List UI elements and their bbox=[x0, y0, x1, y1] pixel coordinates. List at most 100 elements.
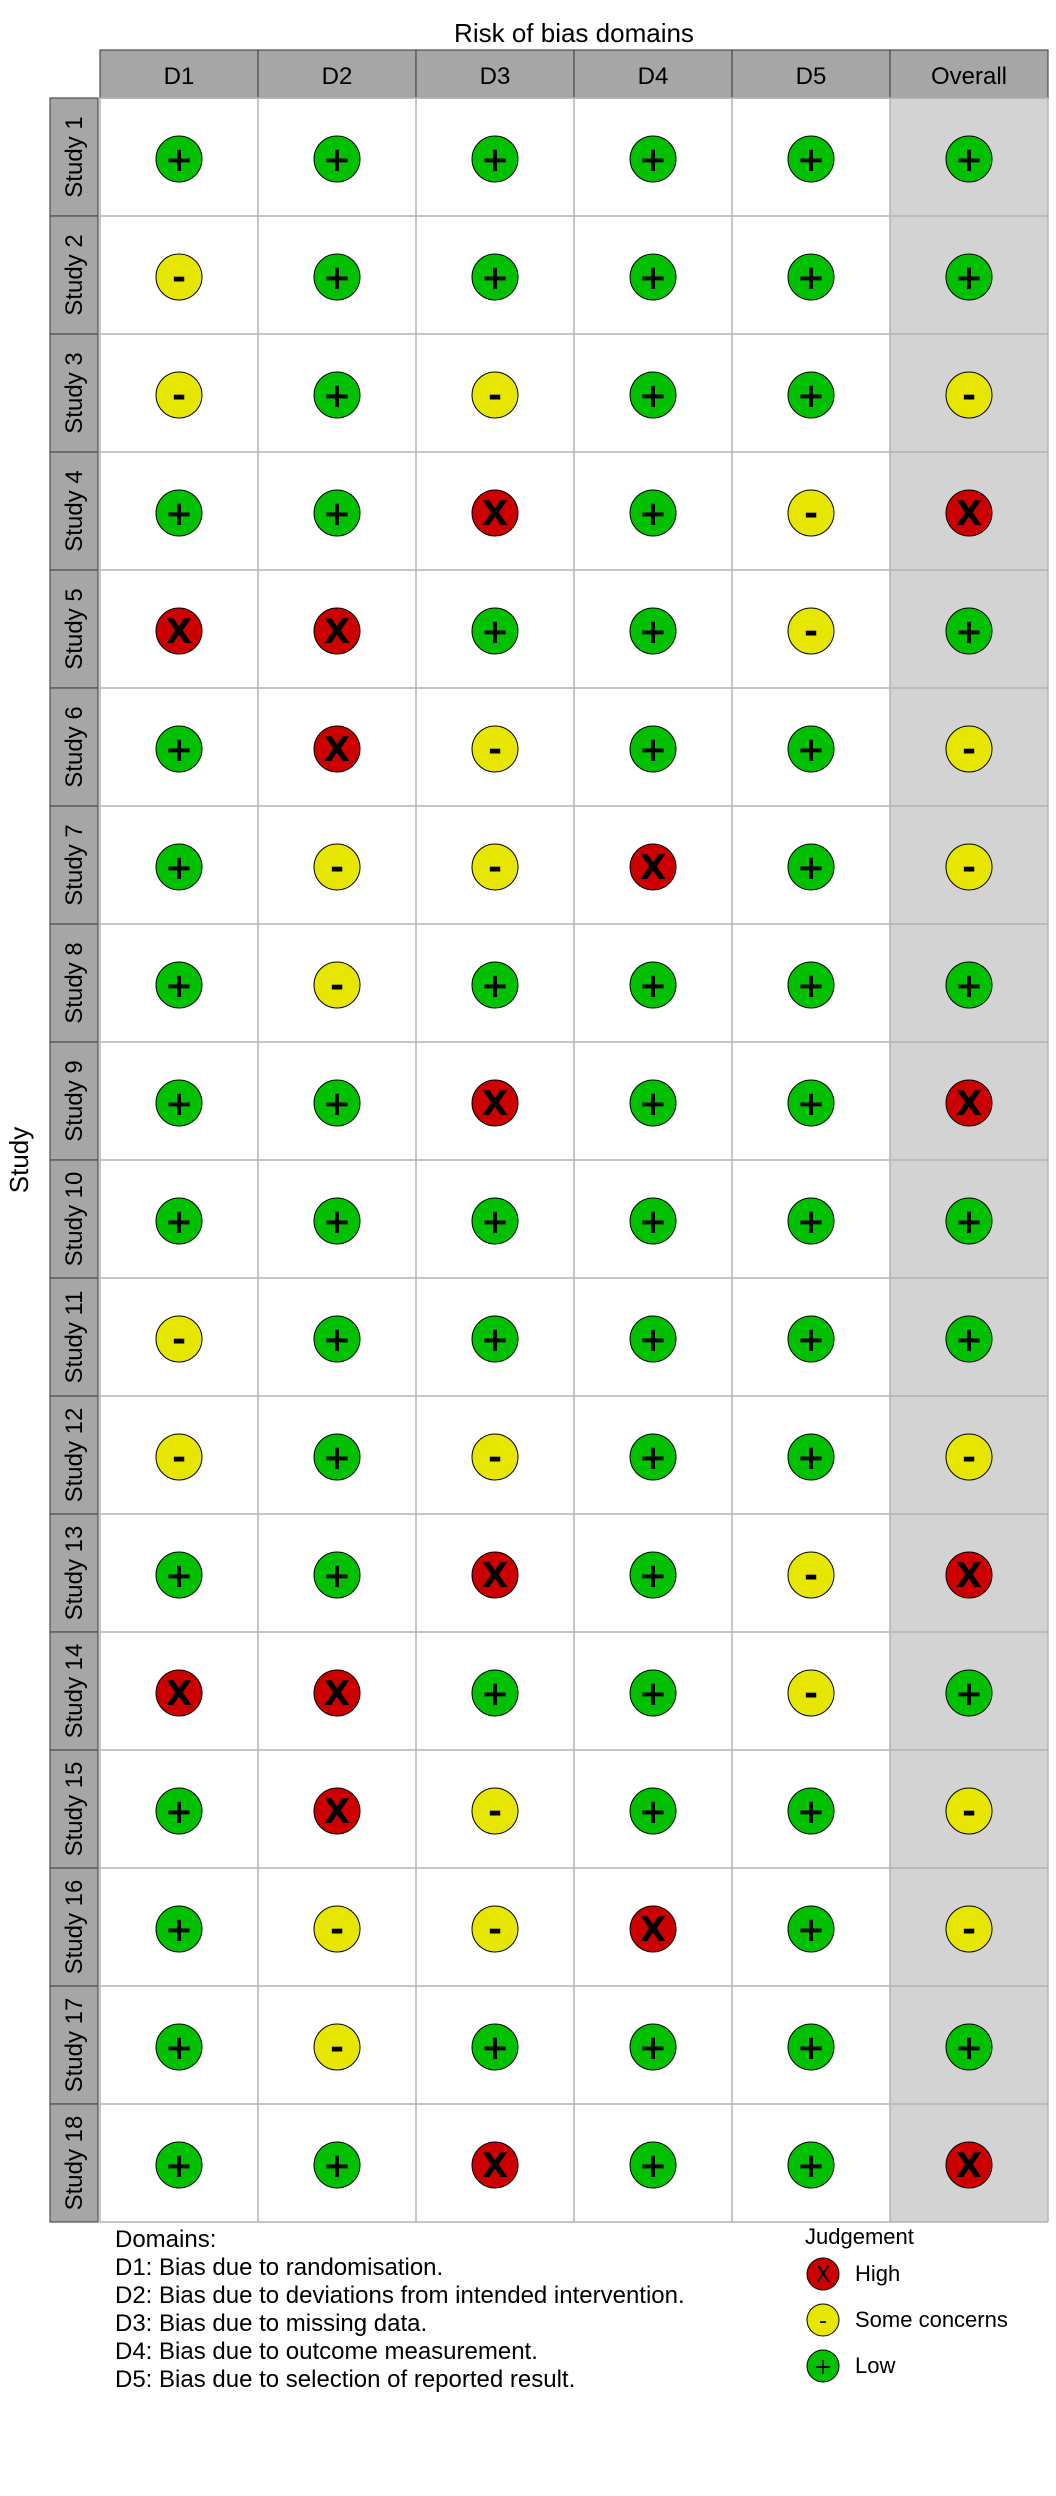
judgement-study-14-d3-circle bbox=[471, 1669, 519, 1717]
row-label-box-study-17 bbox=[49, 1985, 99, 2105]
judgement-study-1-d2-circle bbox=[313, 135, 361, 183]
judgement-study-4-d3-circle bbox=[471, 489, 519, 537]
judgement-study-14-d1-circle bbox=[155, 1669, 203, 1717]
judgement-study-9-d1-circle bbox=[155, 1079, 203, 1127]
judgement-study-5-d2-circle bbox=[313, 607, 361, 655]
row-label-box-study-13 bbox=[49, 1513, 99, 1633]
judgement-study-16-d4-symbol: X bbox=[640, 1910, 666, 1950]
judgement-study-12-d1-symbol: - bbox=[172, 1438, 186, 1478]
judgement-study-10-d4-symbol: + bbox=[639, 1202, 668, 1242]
judgement-study-9-d1-symbol: + bbox=[165, 1084, 194, 1124]
judgement-study-7-d3-circle bbox=[471, 843, 519, 891]
judgement-study-9-overall-circle bbox=[945, 1079, 993, 1127]
judgement-study-1-overall-circle bbox=[945, 135, 993, 183]
row-label-box-study-12 bbox=[49, 1395, 99, 1515]
judgement-study-15-d3-symbol: - bbox=[488, 1792, 502, 1832]
judgement-study-5-d1-circle bbox=[155, 607, 203, 655]
column-header-d1: D1 bbox=[164, 63, 195, 90]
judgement-legend-some-concerns: - Some concerns bbox=[805, 2300, 1008, 2340]
high-risk-icon: X bbox=[806, 2257, 840, 2291]
column-header-box-d1 bbox=[99, 49, 259, 99]
judgement-study-8-d2-circle bbox=[313, 961, 361, 1009]
judgement-study-5-d1-symbol: X bbox=[166, 612, 192, 652]
row-label-box-study-8 bbox=[49, 923, 99, 1043]
judgement-study-17-d5-symbol: + bbox=[797, 2028, 826, 2068]
judgement-study-15-d5-circle bbox=[787, 1787, 835, 1835]
judgement-study-10-d2-symbol: + bbox=[323, 1202, 352, 1242]
domain-legend-d1: D1: Bias due to randomisation. bbox=[115, 2254, 444, 2281]
judgement-study-4-d2-symbol: + bbox=[323, 494, 352, 534]
judgement-study-6-d5-symbol: + bbox=[797, 730, 826, 770]
judgement-study-8-d4-circle bbox=[629, 961, 677, 1009]
judgement-study-1-d1-symbol: + bbox=[165, 140, 194, 180]
judgement-study-18-d2-symbol: + bbox=[323, 2146, 352, 2186]
row-label-box-study-14 bbox=[49, 1631, 99, 1751]
judgement-study-9-d3-circle bbox=[471, 1079, 519, 1127]
row-label-box-study-10 bbox=[49, 1159, 99, 1279]
judgement-study-13-d4-symbol: + bbox=[639, 1556, 668, 1596]
judgement-study-11-overall-circle bbox=[945, 1315, 993, 1363]
judgement-study-10-overall-circle bbox=[945, 1197, 993, 1245]
judgement-study-7-d3-symbol: - bbox=[488, 848, 502, 888]
judgement-study-1-d5-circle bbox=[787, 135, 835, 183]
judgement-study-16-d5-circle bbox=[787, 1905, 835, 1953]
judgement-study-14-d2-circle bbox=[313, 1669, 361, 1717]
judgement-study-2-d2-symbol: + bbox=[323, 258, 352, 298]
judgement-study-18-overall-circle bbox=[945, 2141, 993, 2189]
row-label-study-4: Study 4 bbox=[61, 470, 88, 551]
domain-legend-title: Domains: bbox=[115, 2226, 217, 2253]
judgement-study-10-d2-circle bbox=[313, 1197, 361, 1245]
judgement-study-13-d3-circle bbox=[471, 1551, 519, 1599]
judgement-study-5-d4-symbol: + bbox=[639, 612, 668, 652]
judgement-study-17-d1-symbol: + bbox=[165, 2028, 194, 2068]
some-concerns-icon: - bbox=[806, 2303, 840, 2337]
judgement-study-5-d5-circle bbox=[787, 607, 835, 655]
judgement-study-5-d3-circle bbox=[471, 607, 519, 655]
judgement-study-10-d5-circle bbox=[787, 1197, 835, 1245]
row-label-study-10: Study 10 bbox=[61, 1172, 88, 1267]
judgement-study-16-d5-symbol: + bbox=[797, 1910, 826, 1950]
judgement-study-16-d1-symbol: + bbox=[165, 1910, 194, 1950]
judgement-study-3-d1-circle bbox=[155, 371, 203, 419]
column-header-d4: D4 bbox=[638, 63, 669, 90]
low-risk-icon: + bbox=[806, 2349, 840, 2383]
judgement-study-11-d2-circle bbox=[313, 1315, 361, 1363]
judgement-study-11-d5-symbol: + bbox=[797, 1320, 826, 1360]
judgement-study-1-d5-symbol: + bbox=[797, 140, 826, 180]
judgement-study-6-d3-circle bbox=[471, 725, 519, 773]
judgement-study-1-d4-circle bbox=[629, 135, 677, 183]
judgement-study-12-d4-symbol: + bbox=[639, 1438, 668, 1478]
judgement-study-8-d2-symbol: - bbox=[330, 966, 344, 1006]
judgement-study-18-d4-symbol: + bbox=[639, 2146, 668, 2186]
judgement-study-15-d1-symbol: + bbox=[165, 1792, 194, 1832]
judgement-study-6-d4-circle bbox=[629, 725, 677, 773]
judgement-study-10-d3-circle bbox=[471, 1197, 519, 1245]
judgement-study-10-d1-symbol: + bbox=[165, 1202, 194, 1242]
judgement-study-13-d2-circle bbox=[313, 1551, 361, 1599]
judgement-study-3-d4-symbol: + bbox=[639, 376, 668, 416]
judgement-study-9-d5-circle bbox=[787, 1079, 835, 1127]
judgement-study-13-overall-circle bbox=[945, 1551, 993, 1599]
judgement-study-18-d4-circle bbox=[629, 2141, 677, 2189]
judgement-study-17-d4-symbol: + bbox=[639, 2028, 668, 2068]
judgement-study-17-d3-circle bbox=[471, 2023, 519, 2071]
judgement-study-3-d5-symbol: + bbox=[797, 376, 826, 416]
chart-title: Risk of bias domains bbox=[454, 18, 694, 48]
judgement-study-15-d1-circle bbox=[155, 1787, 203, 1835]
column-header-overall: Overall bbox=[931, 63, 1007, 90]
judgement-study-4-overall-symbol: X bbox=[956, 494, 982, 534]
judgement-study-17-d2-circle bbox=[313, 2023, 361, 2071]
judgement-study-12-d3-symbol: - bbox=[488, 1438, 502, 1478]
judgement-study-18-d1-circle bbox=[155, 2141, 203, 2189]
judgement-study-3-overall-circle bbox=[945, 371, 993, 419]
judgement-study-13-d3-symbol: X bbox=[482, 1556, 508, 1596]
judgement-study-16-overall-symbol: - bbox=[962, 1910, 976, 1950]
judgement-study-9-d5-symbol: + bbox=[797, 1084, 826, 1124]
judgement-study-16-d3-symbol: - bbox=[488, 1910, 502, 1950]
judgement-study-6-d2-symbol: X bbox=[324, 730, 350, 770]
judgement-study-13-d1-circle bbox=[155, 1551, 203, 1599]
judgement-study-14-overall-symbol: + bbox=[955, 1674, 984, 1714]
judgement-study-4-overall-circle bbox=[945, 489, 993, 537]
judgement-study-2-d5-circle bbox=[787, 253, 835, 301]
judgement-study-7-d2-symbol: - bbox=[330, 848, 344, 888]
